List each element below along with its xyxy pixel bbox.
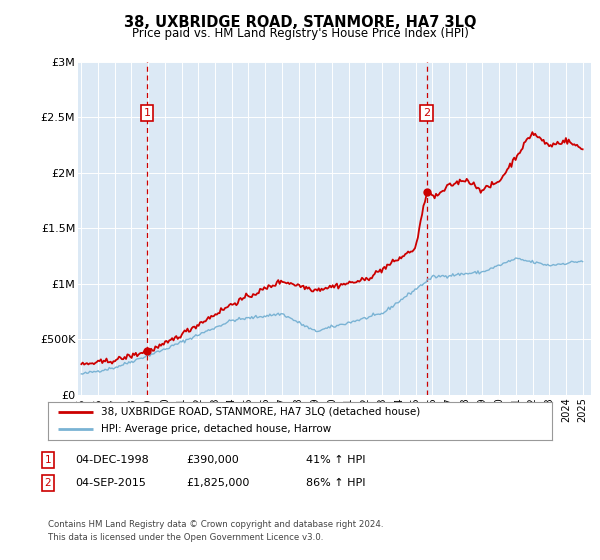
Text: 1: 1 — [44, 455, 52, 465]
Text: Contains HM Land Registry data © Crown copyright and database right 2024.
This d: Contains HM Land Registry data © Crown c… — [48, 520, 383, 542]
Text: 86% ↑ HPI: 86% ↑ HPI — [306, 478, 365, 488]
Text: 1: 1 — [143, 108, 151, 118]
Text: £1,825,000: £1,825,000 — [186, 478, 250, 488]
Text: 2: 2 — [423, 108, 430, 118]
Text: 04-DEC-1998: 04-DEC-1998 — [75, 455, 149, 465]
Text: 38, UXBRIDGE ROAD, STANMORE, HA7 3LQ: 38, UXBRIDGE ROAD, STANMORE, HA7 3LQ — [124, 15, 476, 30]
Text: £390,000: £390,000 — [186, 455, 239, 465]
Text: 04-SEP-2015: 04-SEP-2015 — [75, 478, 146, 488]
Text: Price paid vs. HM Land Registry's House Price Index (HPI): Price paid vs. HM Land Registry's House … — [131, 27, 469, 40]
Text: 38, UXBRIDGE ROAD, STANMORE, HA7 3LQ (detached house): 38, UXBRIDGE ROAD, STANMORE, HA7 3LQ (de… — [101, 407, 420, 417]
Text: 2: 2 — [44, 478, 52, 488]
Text: HPI: Average price, detached house, Harrow: HPI: Average price, detached house, Harr… — [101, 424, 331, 435]
Text: 41% ↑ HPI: 41% ↑ HPI — [306, 455, 365, 465]
